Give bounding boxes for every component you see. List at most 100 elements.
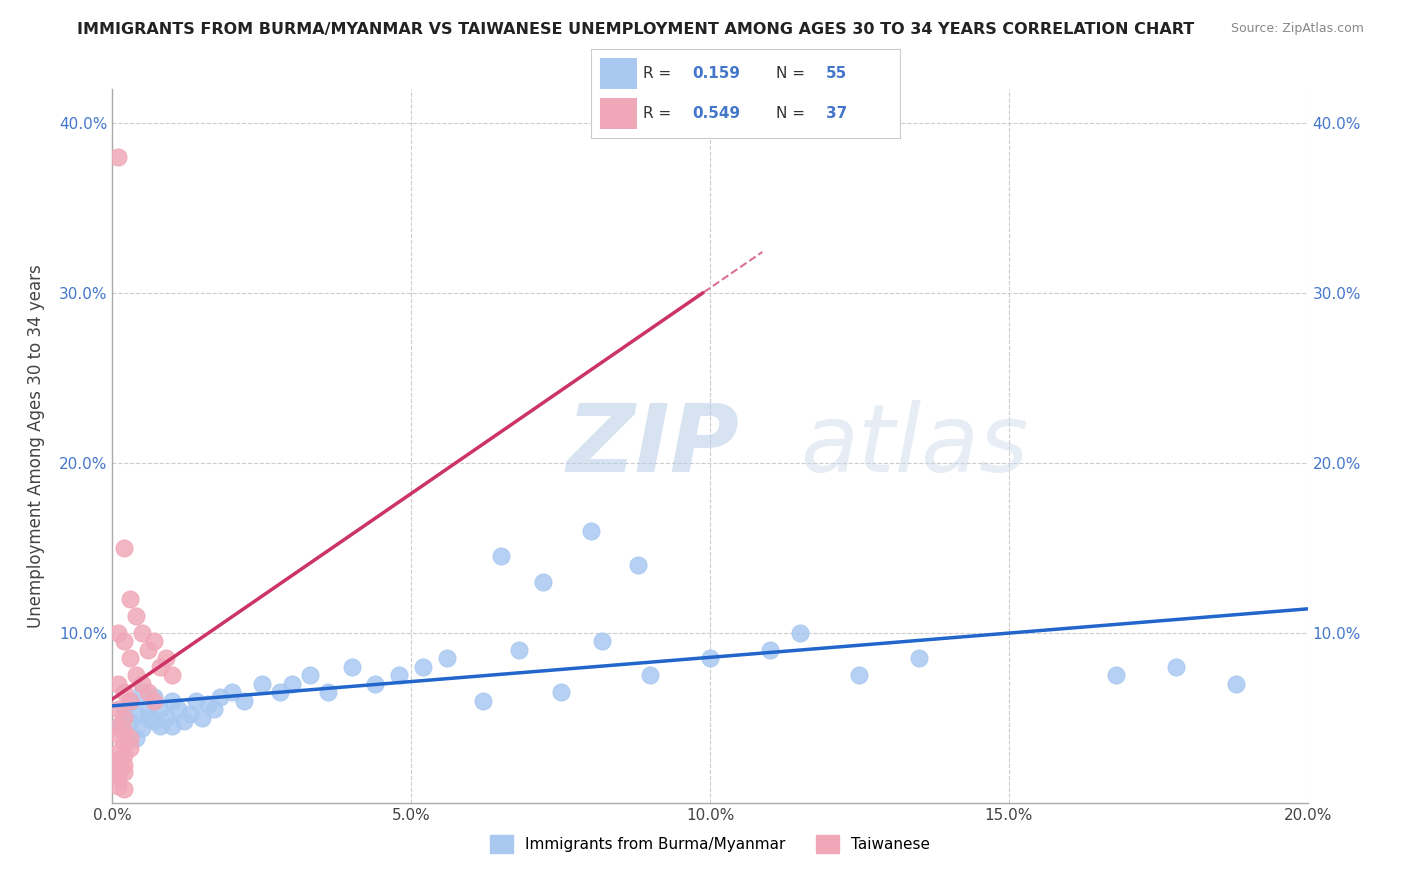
Point xyxy=(114,724,135,739)
Point xyxy=(138,702,160,716)
Point xyxy=(107,626,129,640)
Text: 0.159: 0.159 xyxy=(693,66,741,80)
Point xyxy=(138,711,160,725)
Point xyxy=(281,677,304,691)
Point xyxy=(179,707,201,722)
Point xyxy=(789,626,811,640)
Point xyxy=(186,694,208,708)
Point xyxy=(202,702,225,716)
Point xyxy=(125,707,148,722)
Point xyxy=(107,762,129,776)
Point xyxy=(472,694,495,708)
Point xyxy=(149,702,172,716)
Point xyxy=(120,731,142,746)
Point xyxy=(107,770,129,784)
Text: 37: 37 xyxy=(825,106,846,120)
Point xyxy=(173,714,195,729)
Point xyxy=(114,541,135,555)
Point xyxy=(412,660,434,674)
Point xyxy=(114,711,135,725)
Point xyxy=(107,779,129,793)
Point xyxy=(191,711,214,725)
Point xyxy=(162,668,183,682)
Text: N =: N = xyxy=(776,106,810,120)
Point xyxy=(298,668,321,682)
Point xyxy=(107,719,129,733)
Point xyxy=(149,719,172,733)
Point xyxy=(149,660,172,674)
Point xyxy=(107,745,129,759)
Point xyxy=(114,724,135,739)
Point xyxy=(640,668,662,682)
Text: N =: N = xyxy=(776,66,810,80)
Point xyxy=(531,574,554,589)
Point xyxy=(579,524,602,538)
Text: atlas: atlas xyxy=(800,401,1028,491)
Point xyxy=(233,694,256,708)
Point xyxy=(550,685,572,699)
Point xyxy=(107,719,129,733)
Point xyxy=(114,748,135,763)
Point xyxy=(197,698,219,712)
Point xyxy=(120,651,142,665)
Point xyxy=(592,634,614,648)
Point xyxy=(120,694,142,708)
Point xyxy=(107,150,129,164)
Point xyxy=(162,719,183,733)
Point xyxy=(114,736,135,750)
Point xyxy=(114,765,135,780)
Point xyxy=(209,690,232,705)
Point xyxy=(1225,677,1247,691)
Point xyxy=(125,731,148,746)
Point xyxy=(699,651,721,665)
Point xyxy=(114,782,135,797)
Point xyxy=(120,741,142,756)
Text: IMMIGRANTS FROM BURMA/MYANMAR VS TAIWANESE UNEMPLOYMENT AMONG AGES 30 TO 34 YEAR: IMMIGRANTS FROM BURMA/MYANMAR VS TAIWANE… xyxy=(77,22,1195,37)
Point xyxy=(508,643,530,657)
Text: R =: R = xyxy=(643,106,676,120)
Point xyxy=(125,608,148,623)
Point xyxy=(125,668,148,682)
Bar xyxy=(600,98,637,129)
Point xyxy=(114,702,135,716)
Point xyxy=(627,558,650,572)
Point xyxy=(167,702,190,716)
Bar xyxy=(600,58,637,89)
Point xyxy=(908,651,931,665)
Point xyxy=(107,677,129,691)
Point xyxy=(489,549,512,564)
Point xyxy=(155,651,177,665)
Point xyxy=(143,690,166,705)
Point xyxy=(250,677,273,691)
Point xyxy=(269,685,291,699)
Legend: Immigrants from Burma/Myanmar, Taiwanese: Immigrants from Burma/Myanmar, Taiwanese xyxy=(484,829,936,859)
Point xyxy=(114,685,135,699)
Point xyxy=(143,634,166,648)
Point xyxy=(1105,668,1128,682)
Point xyxy=(107,728,129,742)
Point xyxy=(143,694,166,708)
Point xyxy=(131,685,153,699)
Point xyxy=(131,677,153,691)
Point xyxy=(114,758,135,772)
Point xyxy=(759,643,782,657)
Point xyxy=(107,753,129,767)
Point xyxy=(221,685,243,699)
Point xyxy=(848,668,870,682)
Text: 0.549: 0.549 xyxy=(693,106,741,120)
Point xyxy=(120,694,142,708)
Point xyxy=(138,685,160,699)
Point xyxy=(340,660,363,674)
Point xyxy=(107,702,129,716)
Point xyxy=(155,711,177,725)
Text: 55: 55 xyxy=(825,66,846,80)
Text: ZIP: ZIP xyxy=(567,400,740,492)
Point xyxy=(131,721,153,735)
Point xyxy=(131,626,153,640)
Point xyxy=(1166,660,1188,674)
Point xyxy=(162,694,183,708)
Point xyxy=(120,714,142,729)
Text: R =: R = xyxy=(643,66,676,80)
Point xyxy=(138,643,160,657)
Text: Source: ZipAtlas.com: Source: ZipAtlas.com xyxy=(1230,22,1364,36)
